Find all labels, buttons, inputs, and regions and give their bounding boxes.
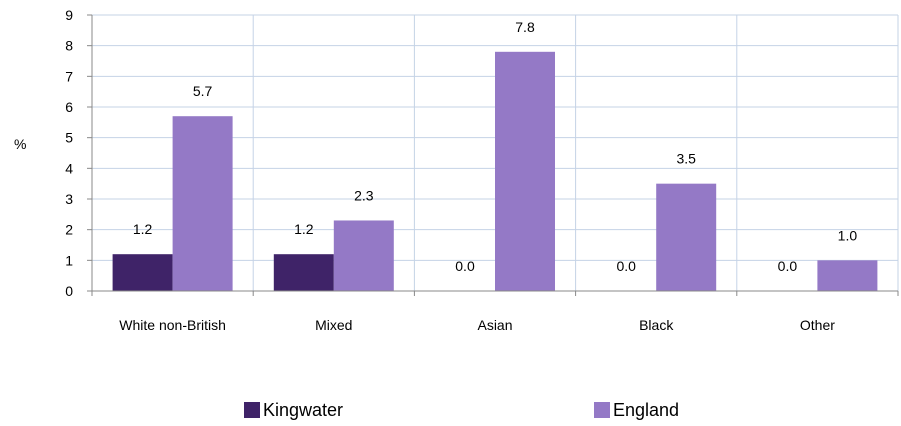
y-tick-label: 6 bbox=[65, 99, 73, 115]
bar-england bbox=[333, 220, 394, 291]
y-tick-label: 1 bbox=[65, 252, 73, 268]
data-label-kingwater: 1.2 bbox=[294, 221, 314, 237]
legend-label-england: England bbox=[613, 399, 680, 420]
bar-england bbox=[817, 260, 878, 291]
data-label-england: 2.3 bbox=[354, 187, 374, 203]
legend-item-england: England bbox=[594, 398, 679, 422]
y-tick-label: 7 bbox=[65, 68, 73, 84]
data-label-england: 7.8 bbox=[515, 19, 535, 35]
data-label-kingwater: 0.0 bbox=[616, 258, 636, 274]
y-tick-label: 4 bbox=[65, 160, 73, 176]
y-axis-ticks: 0 1 2 3 4 5 6 7 8 9 bbox=[65, 7, 73, 299]
x-category-label: Mixed bbox=[315, 317, 352, 333]
legend-label-kingwater: Kingwater bbox=[263, 399, 344, 420]
bar-england bbox=[495, 51, 555, 291]
x-axis-categories: White non-British Mixed Asian Black Other bbox=[119, 317, 835, 333]
x-category-label: Other bbox=[800, 317, 835, 333]
data-label-kingwater: 1.2 bbox=[133, 221, 153, 237]
x-category-label: Black bbox=[639, 317, 674, 333]
x-category-label: Asian bbox=[477, 317, 512, 333]
bar-england bbox=[172, 116, 233, 291]
data-label-england: 1.0 bbox=[838, 227, 858, 243]
data-label-kingwater: 0.0 bbox=[455, 258, 475, 274]
bar-england bbox=[656, 183, 717, 291]
axes bbox=[87, 14, 899, 296]
legend-swatch-england bbox=[594, 402, 610, 418]
y-tick-label: 5 bbox=[65, 130, 73, 146]
bar-kingwater bbox=[273, 254, 334, 291]
bar-kingwater bbox=[112, 254, 173, 291]
data-label-kingwater: 0.0 bbox=[778, 258, 798, 274]
y-axis-label: % bbox=[14, 136, 26, 152]
data-labels: 1.2 5.7 1.2 2.3 0.0 7.8 0.0 3.5 0.0 1.0 bbox=[133, 19, 857, 274]
y-tick-label: 8 bbox=[65, 38, 73, 54]
y-tick-label: 0 bbox=[65, 283, 73, 299]
x-category-label: White non-British bbox=[119, 317, 226, 333]
data-label-england: 3.5 bbox=[676, 151, 696, 167]
bars bbox=[112, 51, 878, 291]
legend-item-kingwater: Kingwater bbox=[244, 398, 343, 422]
y-tick-label: 2 bbox=[65, 222, 73, 238]
data-label-england: 5.7 bbox=[193, 83, 213, 99]
legend-swatch-kingwater bbox=[244, 402, 260, 418]
y-tick-label: 3 bbox=[65, 191, 73, 207]
y-tick-label: 9 bbox=[65, 7, 73, 23]
